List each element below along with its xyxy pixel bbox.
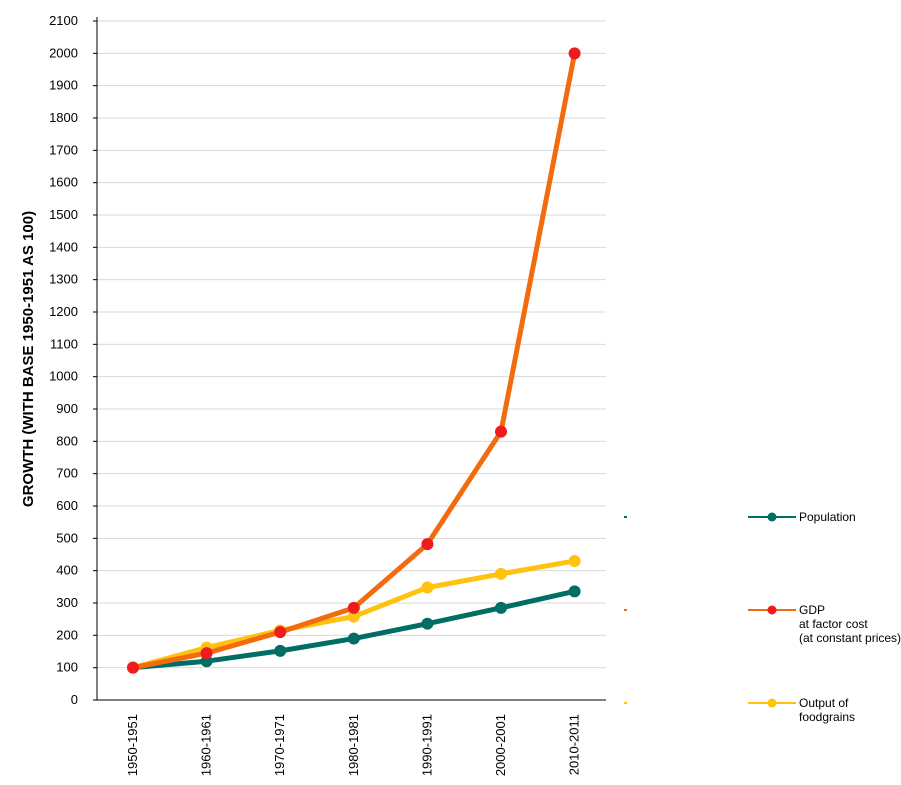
y-tick-label: 0 xyxy=(71,692,78,707)
data-point xyxy=(127,661,139,674)
y-tick-label: 400 xyxy=(56,563,78,578)
y-axis-label: GROWTH (WITH BASE 1950-1951 AS 100) xyxy=(20,211,37,507)
x-tick-label: 2000-2001 xyxy=(493,714,508,776)
x-tick-label: 1990-1991 xyxy=(419,714,434,776)
legend-label: Output of xyxy=(799,696,849,710)
series-lines xyxy=(127,47,581,674)
y-tick-label: 2100 xyxy=(49,13,78,28)
x-tick-labels: 1950-1951 1960-1961 1970-1971 1980-1981 1990… xyxy=(125,714,582,776)
y-tick-label: 1500 xyxy=(49,207,78,222)
legend-marker xyxy=(767,512,777,522)
data-point xyxy=(200,647,213,660)
data-point xyxy=(495,425,507,438)
y-tick-label: 900 xyxy=(56,401,78,416)
legend-label: GDP xyxy=(799,603,825,617)
data-point xyxy=(568,47,581,60)
data-point xyxy=(568,554,581,567)
x-tick-label: 1960-1961 xyxy=(199,714,214,776)
y-tick-label: 1800 xyxy=(49,110,78,125)
data-point xyxy=(274,644,287,657)
legend-marker xyxy=(767,698,777,708)
legend-label: Population xyxy=(799,510,856,524)
legend-label: at factor cost xyxy=(799,617,868,631)
x-tick-label: 1970-1971 xyxy=(272,714,287,776)
legend-item: Population xyxy=(624,510,856,524)
series-line xyxy=(130,50,578,671)
y-tick-label: 300 xyxy=(56,595,78,610)
y-tick-label: 1300 xyxy=(49,272,78,287)
y-tick-label: 500 xyxy=(56,530,78,545)
data-point xyxy=(421,581,434,594)
data-point xyxy=(495,567,507,580)
y-tick-labels: 0 100 200 300 400 500 600 700 800 900 1000 1100 1200… xyxy=(49,13,78,707)
y-tick-label: 1600 xyxy=(49,175,78,190)
series-1 xyxy=(127,585,581,674)
axes xyxy=(93,17,606,701)
data-point xyxy=(274,626,287,639)
y-tick-label: 200 xyxy=(56,627,78,642)
legend-label: (at constant prices) xyxy=(799,631,901,645)
legend-label: foodgrains xyxy=(799,710,855,724)
data-point xyxy=(421,617,434,630)
y-tick-label: 1900 xyxy=(49,78,78,93)
y-tick-label: 1700 xyxy=(49,142,78,157)
data-point xyxy=(495,601,507,614)
data-point xyxy=(347,601,360,614)
data-point xyxy=(568,585,581,598)
x-tick-label: 1980-1981 xyxy=(346,714,361,776)
y-tick-label: 1400 xyxy=(49,239,78,254)
y-tick-label: 1100 xyxy=(50,336,78,351)
data-point xyxy=(347,632,360,645)
y-tick-label: 1200 xyxy=(49,304,78,319)
y-tick-label: 2000 xyxy=(49,45,78,60)
y-tick-label: 100 xyxy=(56,660,78,675)
y-tick-label: 800 xyxy=(56,433,78,448)
y-tick-label: 600 xyxy=(56,498,78,513)
grid-lines xyxy=(97,20,606,669)
x-tick-label: 2010-2011 xyxy=(567,714,582,775)
legend-marker xyxy=(767,605,777,615)
data-point xyxy=(421,538,434,551)
data-point xyxy=(347,610,360,623)
series-2 xyxy=(127,47,581,674)
y-tick-label: 1000 xyxy=(49,369,78,384)
y-tick-label: 700 xyxy=(56,466,78,481)
x-tick-label: 1950-1951 xyxy=(125,714,140,776)
